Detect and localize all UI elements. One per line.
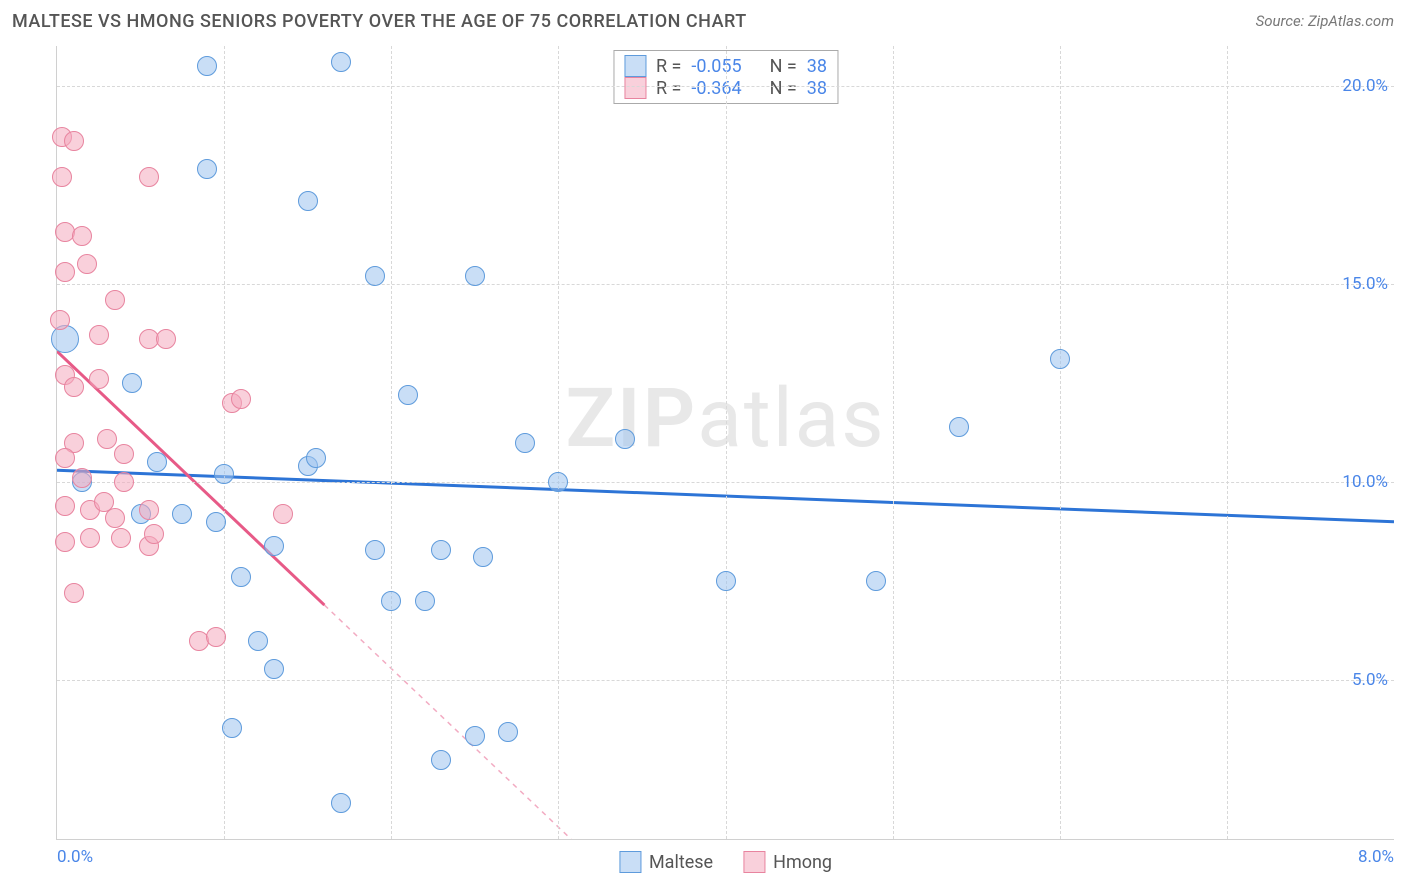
legend-swatch [743, 851, 765, 873]
data-point [64, 131, 84, 151]
legend-r-label: R = [656, 56, 681, 77]
data-point [89, 325, 109, 345]
x-tick-max: 8.0% [1358, 847, 1394, 867]
data-point [214, 464, 234, 484]
legend-swatch [624, 77, 646, 99]
data-point [431, 750, 451, 770]
data-point [197, 159, 217, 179]
x-tick-min: 0.0% [57, 847, 93, 867]
series-name: Hmong [773, 852, 832, 873]
data-point [398, 385, 418, 405]
plot-region: ZIPatlas R =-0.055N =38R =-0.364N =38 0.… [56, 46, 1394, 840]
series-legend-item: Hmong [743, 851, 832, 873]
gridline-v [558, 46, 559, 839]
data-point [97, 429, 117, 449]
data-point [365, 540, 385, 560]
data-point [298, 191, 318, 211]
data-point [105, 290, 125, 310]
data-point [114, 444, 134, 464]
data-point [139, 167, 159, 187]
data-point [51, 325, 79, 353]
data-point [105, 508, 125, 528]
gridline-v [1227, 46, 1228, 839]
legend-n-label: N = [770, 56, 797, 77]
legend-n-value: 38 [807, 78, 827, 99]
data-point [55, 448, 75, 468]
data-point [465, 266, 485, 286]
gridline-v [726, 46, 727, 839]
data-point [716, 571, 736, 591]
data-point [415, 591, 435, 611]
y-tick: 15.0% [1342, 274, 1388, 294]
legend-swatch [624, 55, 646, 77]
series-legend-item: Maltese [619, 851, 713, 873]
data-point [147, 452, 167, 472]
legend-n-value: 38 [807, 56, 827, 77]
data-point [866, 571, 886, 591]
data-point [144, 524, 164, 544]
chart-area: Seniors Poverty Over the Age of 75 ZIPat… [12, 46, 1394, 882]
gridline-v [893, 46, 894, 839]
y-tick: 5.0% [1352, 670, 1388, 690]
gridline-v [391, 46, 392, 839]
data-point [1050, 349, 1070, 369]
data-point [248, 631, 268, 651]
data-point [365, 266, 385, 286]
data-point [206, 512, 226, 532]
data-point [55, 532, 75, 552]
data-point [273, 504, 293, 524]
legend-r-label: R = [656, 78, 681, 99]
legend-r-value: -0.055 [691, 56, 741, 77]
data-point [77, 254, 97, 274]
watermark-zip: ZIP [565, 371, 697, 467]
data-point [515, 433, 535, 453]
data-point [55, 496, 75, 516]
chart-header: MALTESE VS HMONG SENIORS POVERTY OVER TH… [0, 0, 1406, 42]
data-point [122, 373, 142, 393]
data-point [498, 722, 518, 742]
source-label: Source: ZipAtlas.com [1256, 12, 1394, 30]
data-point [473, 547, 493, 567]
data-point [465, 726, 485, 746]
y-tick: 10.0% [1342, 472, 1388, 492]
data-point [64, 377, 84, 397]
data-point [72, 226, 92, 246]
data-point [548, 472, 568, 492]
chart-title: MALTESE VS HMONG SENIORS POVERTY OVER TH… [12, 11, 747, 32]
y-tick: 20.0% [1342, 76, 1388, 96]
data-point [431, 540, 451, 560]
data-point [80, 528, 100, 548]
data-point [172, 504, 192, 524]
data-point [50, 310, 70, 330]
legend-swatch [619, 851, 641, 873]
legend-r-value: -0.364 [691, 78, 741, 99]
data-point [615, 429, 635, 449]
data-point [111, 528, 131, 548]
data-point [197, 56, 217, 76]
data-point [52, 167, 72, 187]
series-legend: Maltese Hmong [619, 851, 832, 873]
data-point [331, 52, 351, 72]
data-point [231, 567, 251, 587]
data-point [55, 262, 75, 282]
data-point [231, 389, 251, 409]
data-point [222, 718, 242, 738]
legend-n-label: N = [770, 78, 797, 99]
data-point [139, 500, 159, 520]
data-point [206, 627, 226, 647]
data-point [381, 591, 401, 611]
data-point [156, 329, 176, 349]
data-point [264, 536, 284, 556]
data-point [89, 369, 109, 389]
data-point [72, 468, 92, 488]
gridline-v [1060, 46, 1061, 839]
data-point [949, 417, 969, 437]
series-name: Maltese [649, 852, 713, 873]
data-point [114, 472, 134, 492]
data-point [64, 583, 84, 603]
data-point [264, 659, 284, 679]
data-point [331, 793, 351, 813]
data-point [306, 448, 326, 468]
